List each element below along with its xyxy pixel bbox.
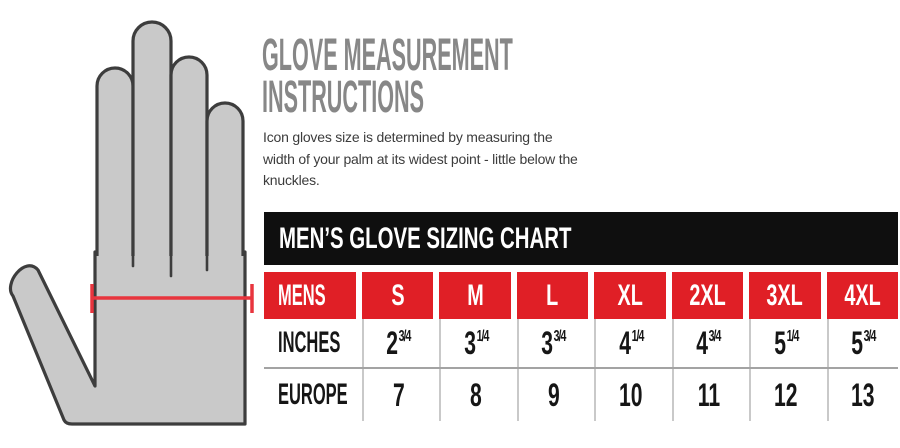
size-label: 3XL: [766, 278, 804, 312]
inches-value: 41/4: [618, 324, 644, 362]
size-row-label: MENS: [278, 278, 326, 312]
instructions-title-line2-row: INSTRUCTIONS: [262, 70, 592, 122]
chart-title: MEN’S GLOVE SIZING CHART: [279, 221, 572, 255]
inches-cell: 43/4: [671, 319, 743, 367]
europe-cell: 12: [749, 369, 820, 421]
size-label: XL: [617, 278, 643, 312]
inches-whole: 3: [541, 324, 554, 361]
size-row-label-cell: MENS: [264, 272, 356, 319]
inches-whole: 2: [386, 324, 399, 361]
size-cell-4xl: 4XL: [826, 272, 898, 319]
europe-cell: 7: [362, 369, 433, 421]
palm-and-thumb-shape: [9, 250, 247, 426]
inches-fraction: 1/4: [786, 327, 799, 345]
inches-fraction: 3/4: [863, 327, 877, 345]
inches-cell: 31/4: [439, 319, 510, 367]
inches-cell: 23/4: [362, 319, 433, 367]
inches-value: 23/4: [386, 324, 412, 362]
size-cell-m: M: [439, 272, 511, 319]
inches-value: 51/4: [773, 324, 799, 362]
inches-cell: 51/4: [749, 319, 820, 367]
chart-title-bar: MEN’S GLOVE SIZING CHART: [264, 212, 898, 265]
middle-finger-shape: [131, 20, 173, 256]
inches-whole: 5: [851, 324, 863, 361]
size-cell-s: S: [362, 272, 434, 319]
instructions-title-line2: INSTRUCTIONS: [262, 70, 424, 122]
europe-value: 9: [547, 376, 560, 413]
size-label: M: [466, 278, 484, 312]
europe-row-label-cell: EUROPE: [264, 369, 356, 421]
inches-fraction: 3/4: [708, 327, 722, 345]
inches-whole: 4: [618, 324, 631, 361]
europe-value: 10: [619, 376, 643, 413]
size-label: L: [546, 278, 559, 312]
inches-fraction: 1/4: [476, 327, 489, 345]
size-cell-2xl: 2XL: [671, 272, 744, 319]
size-cell-xl: XL: [594, 272, 666, 319]
inches-whole: 3: [464, 324, 476, 361]
europe-value: 13: [851, 376, 876, 413]
size-header-row: MENS S M L XL 2XL 3XL 4XL: [264, 272, 898, 319]
europe-value: 12: [774, 376, 798, 413]
europe-cell: 13: [826, 369, 898, 421]
instructions-title-line1-row: GLOVE MEASUREMENT: [262, 28, 592, 80]
size-label: 2XL: [689, 278, 726, 312]
size-cell-3xl: 3XL: [749, 272, 821, 319]
instructions-block: GLOVE MEASUREMENT INSTRUCTIONS Icon glov…: [262, 28, 592, 192]
europe-row: EUROPE 7 8 9 10 11 12 13: [264, 369, 898, 421]
europe-cell: 9: [516, 369, 588, 421]
inches-row: INCHES 23/4 31/4 33/4 41/4 43/4 51/4 53/…: [264, 319, 898, 367]
inches-fraction: 3/4: [399, 327, 412, 345]
europe-value: 11: [697, 376, 720, 413]
europe-cell: 8: [439, 369, 510, 421]
size-label: S: [391, 278, 405, 312]
pinky-finger-shape: [205, 101, 245, 256]
inches-value: 33/4: [541, 324, 567, 362]
europe-value: 7: [392, 376, 405, 413]
europe-value: 8: [470, 376, 483, 413]
inches-fraction: 1/4: [631, 327, 644, 345]
ring-finger-shape: [169, 55, 209, 256]
instructions-body-text: Icon gloves size is determined by measur…: [263, 129, 578, 189]
inches-value: 43/4: [696, 324, 722, 362]
inches-cell: 41/4: [594, 319, 665, 367]
size-cell-l: L: [516, 272, 589, 319]
index-finger-shape: [95, 66, 135, 256]
size-label: 4XL: [844, 278, 881, 312]
inches-value: 53/4: [851, 324, 877, 362]
inches-cell: 53/4: [826, 319, 898, 367]
inches-row-label: INCHES: [278, 326, 341, 359]
europe-cell: 10: [594, 369, 665, 421]
inches-fraction: 3/4: [553, 327, 567, 345]
inches-value: 31/4: [464, 324, 489, 362]
inches-row-label-cell: INCHES: [264, 319, 356, 367]
inches-whole: 5: [773, 324, 786, 361]
instructions-title-line1: GLOVE MEASUREMENT: [262, 28, 513, 80]
inches-whole: 4: [696, 324, 709, 361]
row-separator-line: [264, 367, 898, 369]
inches-cell: 33/4: [516, 319, 588, 367]
europe-row-label: EUROPE: [278, 378, 348, 411]
europe-cell: 11: [671, 369, 743, 421]
glove-hand-illustration: [9, 20, 254, 426]
sizing-chart: MEN’S GLOVE SIZING CHART MENS S M L XL 2…: [264, 212, 898, 421]
